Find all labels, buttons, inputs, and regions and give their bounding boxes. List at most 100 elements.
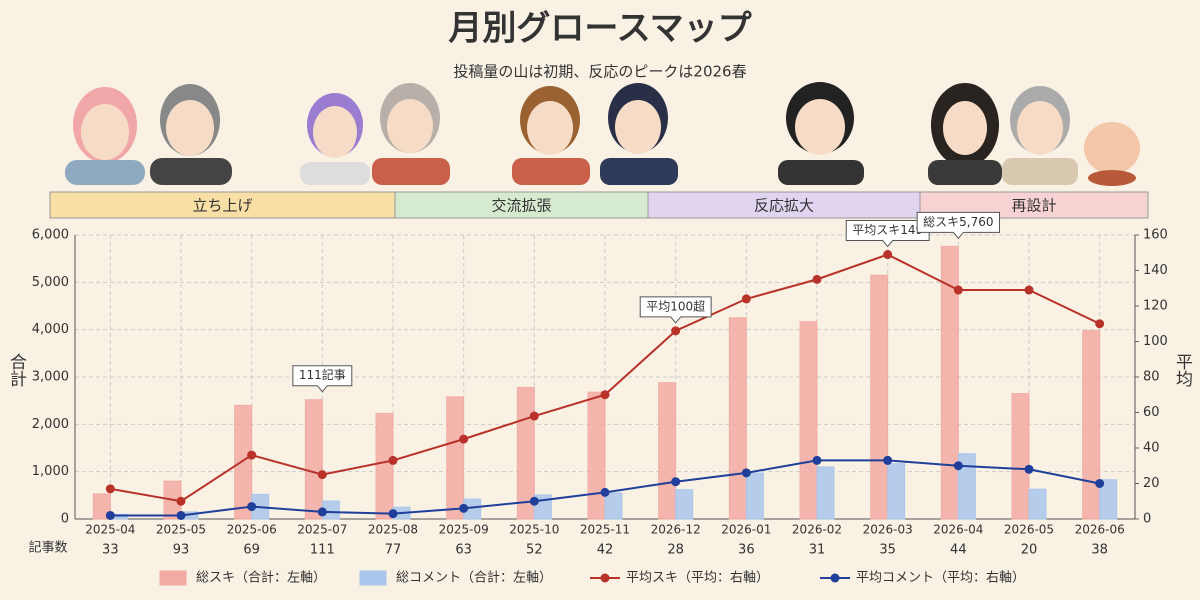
- x-tick-label: 2026-12: [651, 523, 701, 537]
- bar: [92, 493, 111, 520]
- x-tick-label: 2026-05: [1004, 523, 1054, 537]
- bar: [940, 245, 959, 520]
- y2-tick-label: 140: [1143, 263, 1168, 278]
- legend-label: 総スキ（合計：左軸）: [196, 570, 326, 586]
- bar: [375, 412, 394, 520]
- phase-band: [647, 191, 921, 219]
- x-tick-label: 2026-04: [933, 523, 983, 537]
- x-tick-label: 2026-06: [1075, 523, 1125, 537]
- point: [176, 496, 186, 506]
- bar: [234, 404, 253, 520]
- x-tick-label: 2025-07: [297, 523, 347, 537]
- bar: [1011, 393, 1030, 520]
- point: [459, 434, 469, 444]
- article-count: 42: [597, 543, 614, 558]
- x-tick-label: 2026-03: [863, 523, 913, 537]
- article-count: 63: [455, 543, 472, 558]
- x-tick-label: 2025-04: [85, 523, 135, 537]
- characters: [65, 82, 1140, 186]
- character: [300, 162, 370, 185]
- point: [812, 274, 822, 284]
- point: [600, 487, 610, 497]
- x-tick-label: 2025-05: [156, 523, 206, 537]
- character: [387, 99, 433, 153]
- character: [928, 160, 1002, 185]
- article-count: 36: [738, 543, 755, 558]
- legend-label: 平均コメント（平均：右軸）: [856, 571, 1025, 586]
- x-tick-label: 2026-01: [721, 523, 771, 537]
- point: [953, 461, 963, 471]
- article-count: 69: [243, 543, 260, 558]
- article-count: 20: [1021, 543, 1038, 558]
- character: [372, 158, 450, 185]
- annotation-box: [292, 365, 353, 393]
- annotation: 総スキ5,760: [923, 215, 993, 229]
- legend-swatch: [830, 573, 840, 583]
- bar: [799, 321, 818, 520]
- point: [105, 510, 115, 520]
- bar: [658, 382, 677, 520]
- point: [317, 507, 327, 517]
- character: [600, 158, 678, 185]
- point: [247, 502, 257, 512]
- annotation-box: [916, 211, 1001, 240]
- y2-tick-label: 20: [1143, 476, 1160, 491]
- point: [1024, 464, 1034, 474]
- bar: [1099, 479, 1118, 520]
- annotation: 111記事: [299, 367, 346, 382]
- phase-label: 反応拡大: [754, 197, 814, 215]
- point: [388, 455, 398, 465]
- character: [615, 100, 661, 154]
- character: [527, 101, 573, 155]
- bar: [816, 466, 835, 520]
- bar: [675, 489, 694, 520]
- y2-tick-label: 120: [1143, 299, 1168, 314]
- mascot: [1088, 170, 1136, 186]
- point: [529, 411, 539, 421]
- legend-swatch: [159, 570, 187, 586]
- x-tick-label: 2025-11: [580, 523, 630, 537]
- article-count: 35: [879, 543, 896, 558]
- article-count-label: 記事数: [28, 540, 67, 556]
- point: [953, 285, 963, 295]
- point: [812, 455, 822, 465]
- point: [600, 390, 610, 400]
- x-tick-label: 2026-02: [792, 523, 842, 537]
- chart-title: 月別グロースマップ: [448, 9, 751, 49]
- x-tick-label: 2025-09: [439, 523, 489, 537]
- article-count: 38: [1091, 543, 1108, 558]
- point: [671, 477, 681, 487]
- character: [81, 104, 129, 160]
- y2-tick-label: 160: [1143, 228, 1168, 243]
- point: [883, 455, 893, 465]
- legend-swatch: [600, 573, 610, 583]
- article-count: 77: [385, 543, 402, 558]
- article-count: 28: [667, 543, 684, 558]
- bar: [304, 399, 323, 520]
- point: [105, 484, 115, 494]
- bar: [887, 463, 906, 520]
- annotation-box: [639, 296, 712, 324]
- phase-band: [49, 191, 396, 219]
- character: [150, 158, 232, 185]
- phase-band: [394, 191, 649, 219]
- legend-label: 総コメント（合計：左軸）: [396, 570, 552, 586]
- point: [741, 468, 751, 478]
- point: [529, 496, 539, 506]
- bar: [870, 274, 889, 520]
- article-count: 52: [526, 543, 543, 558]
- legend-label: 平均スキ（平均：右軸）: [626, 571, 769, 586]
- y2-tick-label: 40: [1143, 441, 1160, 456]
- x-tick-label: 2025-06: [227, 523, 277, 537]
- chart-subtitle: 投稿量の山は初期、反応のピークは2026春: [453, 63, 746, 81]
- article-count: 93: [173, 543, 190, 558]
- character: [166, 100, 214, 156]
- bar: [1028, 488, 1047, 520]
- phase-label: 立ち上げ: [192, 197, 252, 215]
- bar: [745, 472, 764, 520]
- point: [247, 450, 257, 460]
- article-count: 111: [310, 543, 335, 558]
- character: [795, 99, 845, 155]
- point: [388, 509, 398, 519]
